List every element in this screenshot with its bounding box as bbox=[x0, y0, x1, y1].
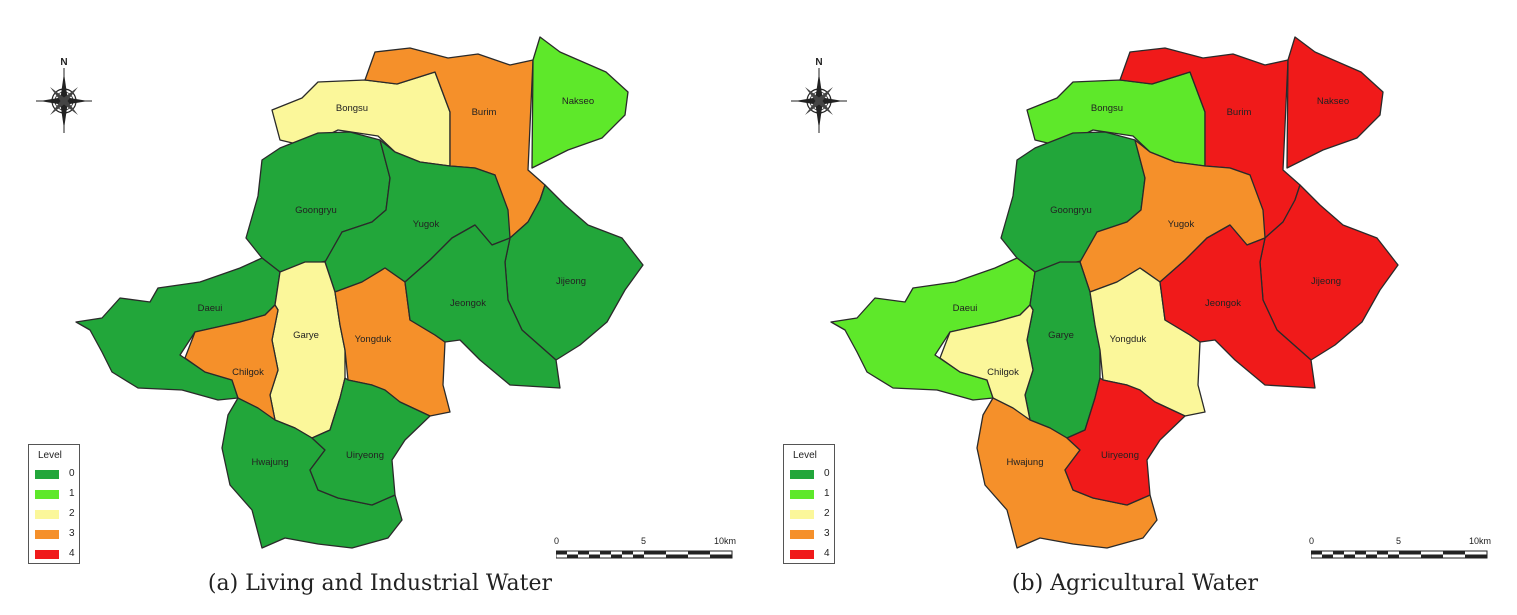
compass-north-label: N bbox=[815, 57, 822, 68]
legend-swatch bbox=[790, 530, 814, 539]
legend-swatch bbox=[35, 470, 59, 479]
legend-item: 4 bbox=[35, 548, 79, 562]
region-label-yongduk: Yongduk bbox=[1110, 334, 1147, 345]
legend: Level 0 1 2 3 4 bbox=[28, 444, 80, 564]
scale-bar: 0 5 10km bbox=[552, 536, 742, 566]
scale-label-start: 0 bbox=[554, 536, 560, 546]
region-label-daeui: Daeui bbox=[198, 303, 223, 314]
region-label-goongryu: Goongryu bbox=[295, 205, 337, 216]
legend-swatch bbox=[790, 470, 814, 479]
region-hwajung bbox=[221, 397, 403, 549]
scale-label-end: 10km bbox=[714, 536, 737, 546]
region-label-chilgok: Chilgok bbox=[987, 367, 1019, 378]
scale-label-mid: 5 bbox=[641, 536, 647, 546]
legend-item: 0 bbox=[790, 468, 834, 482]
panel-caption: (a) Living and Industrial Water bbox=[207, 571, 553, 596]
choropleth-map: Bongsu Burim Nakseo Goongryu Yugok Jijeo… bbox=[75, 36, 644, 549]
scale-bar: 0 5 10km bbox=[1307, 536, 1497, 566]
legend-item: 2 bbox=[35, 508, 79, 522]
legend-title: Level bbox=[38, 450, 62, 461]
legend-swatch bbox=[790, 510, 814, 519]
region-labels: Bongsu Burim Nakseo Goongryu Yugok Jijeo… bbox=[198, 96, 595, 468]
region-garye bbox=[269, 261, 346, 439]
region-yongduk bbox=[1089, 267, 1206, 417]
legend-swatch bbox=[35, 530, 59, 539]
legend-swatch bbox=[35, 550, 59, 559]
legend-label: 2 bbox=[824, 508, 830, 519]
region-label-uiryeong: Uiryeong bbox=[1101, 450, 1139, 461]
region-label-yongduk: Yongduk bbox=[355, 334, 392, 345]
legend-label: 1 bbox=[69, 488, 75, 499]
region-label-daeui: Daeui bbox=[953, 303, 978, 314]
region-label-burim: Burim bbox=[1227, 107, 1252, 118]
region-jijeong bbox=[1259, 184, 1399, 361]
legend-item: 3 bbox=[35, 528, 79, 542]
legend-label: 3 bbox=[69, 528, 75, 539]
region-label-bongsu: Bongsu bbox=[336, 103, 368, 114]
legend-label: 4 bbox=[69, 548, 75, 559]
legend: Level 0 1 2 3 4 bbox=[783, 444, 835, 564]
region-label-goongryu: Goongryu bbox=[1050, 205, 1092, 216]
region-label-burim: Burim bbox=[472, 107, 497, 118]
legend-swatch bbox=[790, 490, 814, 499]
legend-label: 0 bbox=[69, 468, 75, 479]
region-label-nakseo: Nakseo bbox=[562, 96, 594, 107]
region-label-hwajung: Hwajung bbox=[252, 457, 289, 468]
legend-title: Level bbox=[793, 450, 817, 461]
region-hwajung bbox=[976, 397, 1158, 549]
region-label-yugok: Yugok bbox=[1168, 219, 1195, 230]
region-jeongok bbox=[1159, 224, 1316, 389]
legend-label: 3 bbox=[824, 528, 830, 539]
region-label-yugok: Yugok bbox=[413, 219, 440, 230]
legend-item: 4 bbox=[790, 548, 834, 562]
legend-item: 3 bbox=[790, 528, 834, 542]
region-uiryeong bbox=[1064, 377, 1186, 506]
panel-caption: (b) Agricultural Water bbox=[1011, 571, 1259, 596]
scale-label-start: 0 bbox=[1309, 536, 1315, 546]
north-arrow-icon: N bbox=[791, 55, 847, 135]
region-jijeong bbox=[504, 184, 644, 361]
legend-swatch bbox=[790, 550, 814, 559]
compass-north-label: N bbox=[60, 57, 67, 68]
region-label-garye: Garye bbox=[1048, 330, 1074, 341]
region-label-bongsu: Bongsu bbox=[1091, 103, 1123, 114]
region-label-uiryeong: Uiryeong bbox=[346, 450, 384, 461]
region-jeongok bbox=[404, 224, 561, 389]
region-nakseo bbox=[1286, 36, 1384, 169]
legend-item: 1 bbox=[790, 488, 834, 502]
region-garye bbox=[1024, 261, 1101, 439]
region-uiryeong bbox=[309, 377, 431, 506]
legend-label: 1 bbox=[824, 488, 830, 499]
region-label-jeongok: Jeongok bbox=[450, 298, 486, 309]
region-yongduk bbox=[334, 267, 451, 417]
legend-swatch bbox=[35, 510, 59, 519]
region-label-garye: Garye bbox=[293, 330, 319, 341]
north-arrow-icon: N bbox=[36, 55, 92, 135]
region-nakseo bbox=[531, 36, 629, 169]
legend-label: 0 bbox=[824, 468, 830, 479]
choropleth-map: Bongsu Burim Nakseo Goongryu Yugok Jijeo… bbox=[830, 36, 1399, 549]
region-label-chilgok: Chilgok bbox=[232, 367, 264, 378]
legend-item: 2 bbox=[790, 508, 834, 522]
legend-swatch bbox=[35, 490, 59, 499]
region-label-hwajung: Hwajung bbox=[1007, 457, 1044, 468]
legend-item: 0 bbox=[35, 468, 79, 482]
map-panel-living-industrial: Bongsu Burim Nakseo Goongryu Yugok Jijeo… bbox=[0, 0, 758, 615]
scale-label-mid: 5 bbox=[1396, 536, 1402, 546]
region-label-nakseo: Nakseo bbox=[1317, 96, 1349, 107]
legend-label: 4 bbox=[824, 548, 830, 559]
region-label-jeongok: Jeongok bbox=[1205, 298, 1241, 309]
region-label-jijeong: Jijeong bbox=[556, 276, 586, 287]
legend-item: 1 bbox=[35, 488, 79, 502]
region-label-jijeong: Jijeong bbox=[1311, 276, 1341, 287]
region-labels: Bongsu Burim Nakseo Goongryu Yugok Jijeo… bbox=[953, 96, 1350, 468]
legend-label: 2 bbox=[69, 508, 75, 519]
scale-label-end: 10km bbox=[1469, 536, 1492, 546]
map-panel-agricultural: Bongsu Burim Nakseo Goongryu Yugok Jijeo… bbox=[755, 0, 1513, 615]
